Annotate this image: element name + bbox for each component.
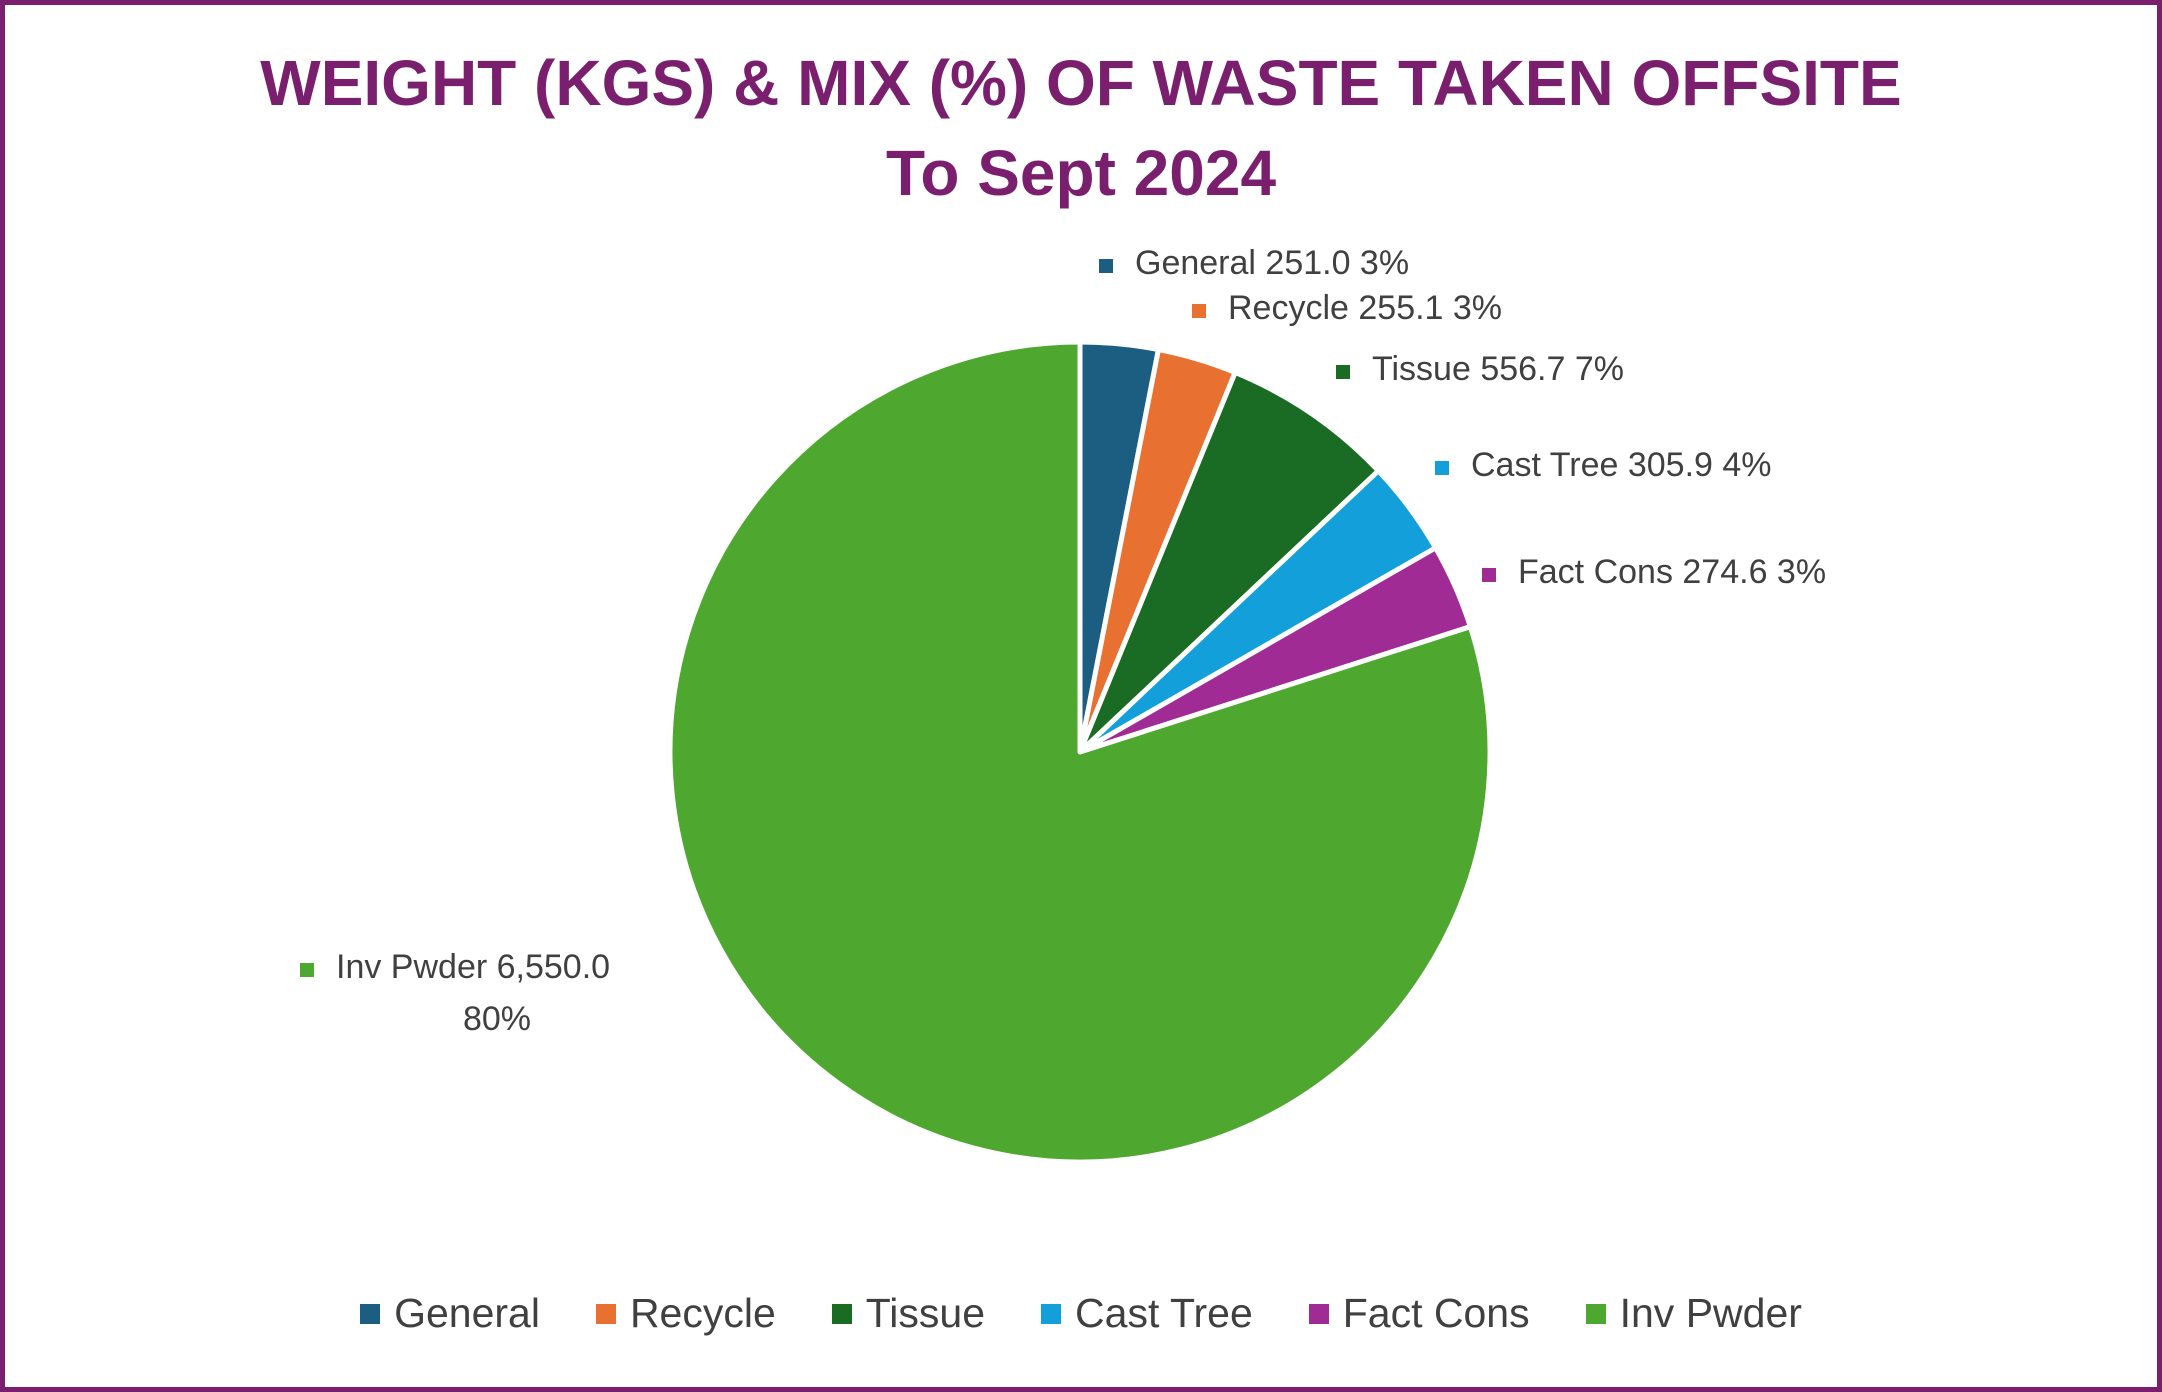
data-label-text: General 251.0 3% [1135,244,1409,282]
legend-item-cast-tree: Cast Tree [1041,1290,1253,1337]
data-label-text: Cast Tree 305.9 4% [1471,446,1772,484]
legend-swatch [360,1303,381,1324]
legend-label: General [394,1290,540,1336]
data-label-percent: 80% [463,1000,531,1038]
legend-item-recycle: Recycle [595,1290,776,1337]
data-label-text: Inv Pwder 6,550.0 [336,948,610,986]
data-label-tissue: Tissue 556.7 7% [1336,350,1624,388]
data-label-cast-tree: Cast Tree 305.9 4% [1435,446,1772,484]
chart-title: WEIGHT (KGS) & MIX (%) OF WASTE TAKEN OF… [260,47,1902,119]
legend-label: Cast Tree [1075,1290,1253,1336]
data-label-text: Tissue 556.7 7% [1372,350,1624,388]
data-labels: General 251.0 3% Recycle 255.1 3% Tissue 5… [300,244,1826,1038]
chart-subtitle: To Sept 2024 [885,137,1277,209]
data-label-fact-cons: Fact Cons 274.6 3% [1482,553,1826,591]
legend-swatch [831,1303,852,1324]
legend-swatch [595,1303,616,1324]
legend-label: Fact Cons [1342,1290,1530,1336]
legend-label: Inv Pwder [1619,1290,1802,1336]
data-label-swatch [1099,259,1113,273]
data-label-swatch [1435,461,1449,475]
legend-item-fact-cons: Fact Cons [1308,1290,1530,1337]
legend-swatch [1585,1303,1606,1324]
legend-label: Tissue [865,1290,986,1336]
data-label-general: General 251.0 3% [1099,244,1409,282]
legend-label: Recycle [629,1290,776,1336]
data-label-text: Recycle 255.1 3% [1228,289,1502,327]
legend-item-tissue: Tissue [831,1290,986,1337]
data-label-swatch [1192,304,1206,318]
legend-item-inv-pwder: Inv Pwder [1585,1290,1802,1337]
data-label-swatch [1336,365,1350,379]
legend-item-general: General [360,1290,540,1337]
data-label-recycle: Recycle 255.1 3% [1192,289,1502,327]
data-label-inv-pwder: Inv Pwder 6,550.0 80% [300,948,610,1038]
pie-slice-inv-pwder [667,339,1493,1165]
chart-legend: General Recycle Tissue Cast Tree Fact Cons In… [0,1290,2162,1337]
legend-swatch [1308,1303,1329,1324]
data-label-swatch [300,963,314,977]
data-label-text: Fact Cons 274.6 3% [1518,553,1826,591]
pie-slices [667,339,1493,1165]
pie-slice-tissue [1077,369,1381,755]
legend-swatch [1041,1303,1062,1324]
data-label-swatch [1482,568,1496,582]
